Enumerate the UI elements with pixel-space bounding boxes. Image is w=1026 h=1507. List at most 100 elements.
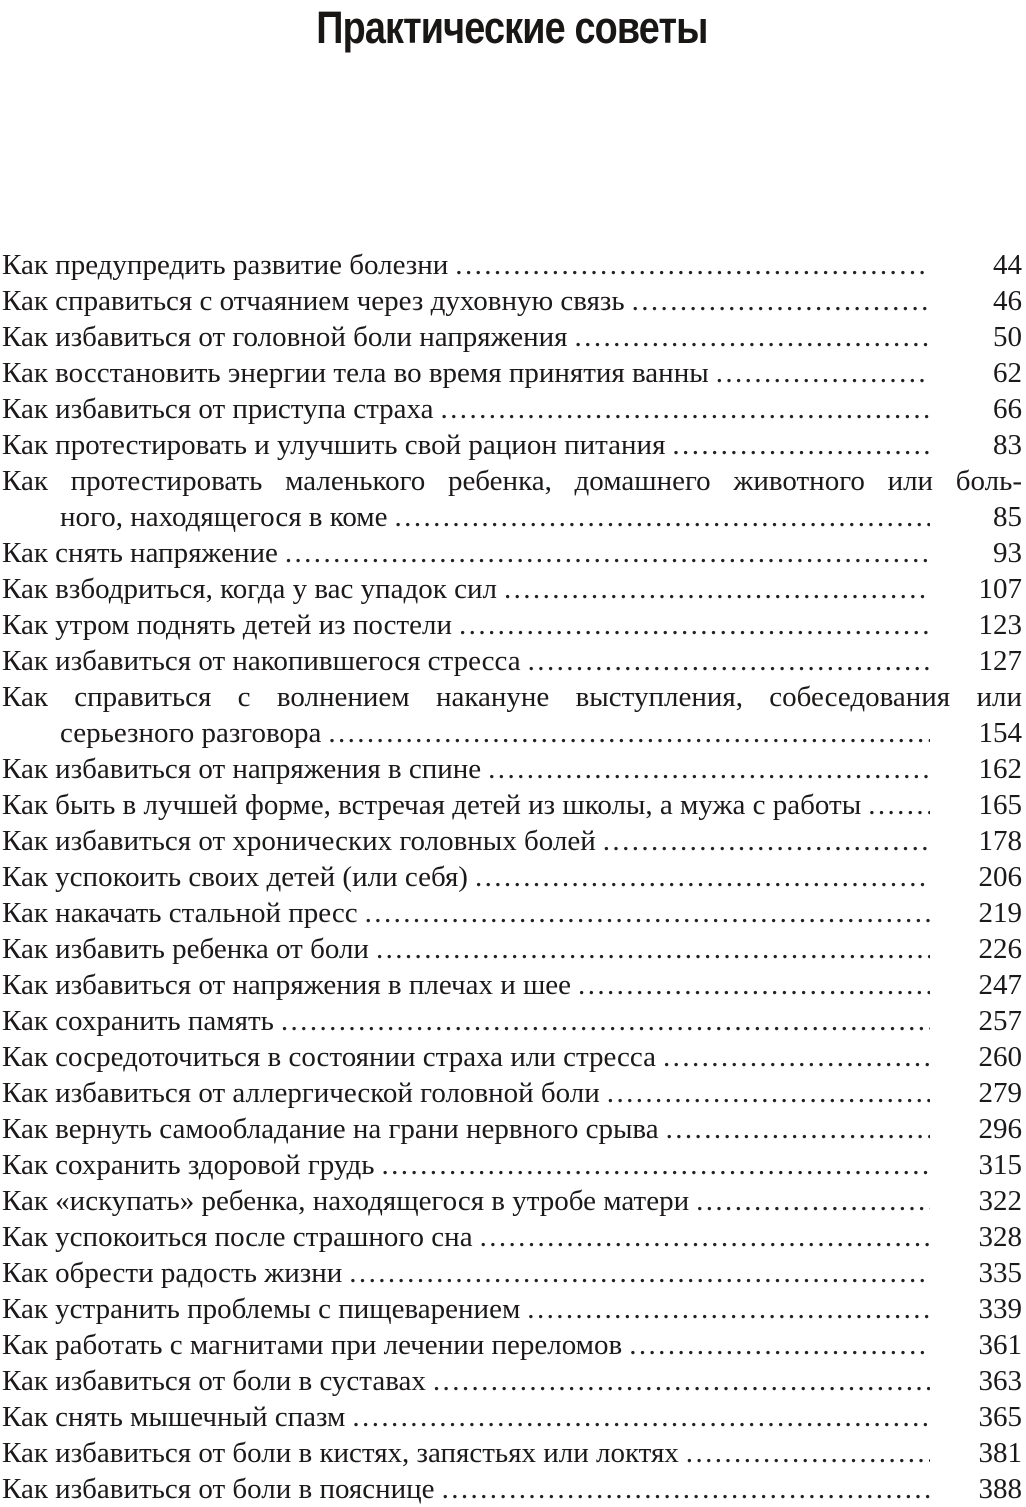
toc-page-number: 257	[978, 1005, 1023, 1037]
toc-leader-dots	[395, 499, 930, 535]
toc-row: Как избавиться от боли в суставах 363	[2, 1363, 1022, 1399]
title-row: Практические советы	[2, 2, 1022, 54]
toc-leader-dots	[285, 535, 930, 571]
toc-leader-dots	[442, 1471, 930, 1507]
toc-row: Как взбодриться, когда у вас упадок сил …	[2, 571, 1022, 607]
toc-list: Как предупредить развитие болезни 44 Как…	[2, 247, 1022, 1507]
toc-leader-dots	[868, 787, 930, 823]
toc-row: Как снять напряжение 93	[2, 535, 1022, 571]
toc-entry-text: Как предупредить развитие болезни	[2, 249, 449, 281]
toc-page-number: 178	[978, 825, 1023, 857]
toc-entry-text: Как сохранить память	[2, 1005, 274, 1037]
toc-leader-dots	[575, 319, 930, 355]
toc-leader-dots	[686, 1435, 930, 1471]
toc-row: Как избавиться от боли в кистях, запясть…	[2, 1435, 1022, 1471]
toc-row: Как сохранить здоровой грудь 315	[2, 1147, 1022, 1183]
toc-row: Как снять мышечный спазм 365	[2, 1399, 1022, 1435]
toc-page-number: 162	[978, 753, 1023, 785]
toc-entry-text: Как работать с магнитами при лечении пер…	[2, 1329, 623, 1361]
toc-entry-text: Как накачать стальной пресс	[2, 897, 358, 929]
toc-entry-text: Как восстановить энергии тела во время п…	[2, 357, 709, 389]
toc-page-number: 62	[993, 357, 1022, 389]
toc-leader-dots	[281, 1003, 930, 1039]
toc-entry-text: Как справиться с отчаянием через духовну…	[2, 285, 625, 317]
toc-entry-text: Как справиться с волнением накануне выст…	[2, 681, 1022, 713]
toc-leader-dots	[504, 571, 930, 607]
toc-page-number: 315	[978, 1149, 1023, 1181]
toc-page-number: 66	[993, 393, 1022, 425]
toc-row: Как успокоиться после страшного сна 328	[2, 1219, 1022, 1255]
toc-page-number: 339	[978, 1293, 1023, 1325]
toc-row: Как избавиться от приступа страха 66	[2, 391, 1022, 427]
toc-leader-dots	[607, 1075, 930, 1111]
toc-page-number: 219	[978, 897, 1023, 929]
toc-entry-text: Как избавиться от накопившегося стресса	[2, 645, 521, 677]
toc-row: Как сосредоточиться в состоянии страха и…	[2, 1039, 1022, 1075]
toc-row: Как восстановить энергии тела во время п…	[2, 355, 1022, 391]
toc-page-number: 361	[978, 1329, 1023, 1361]
toc-row: Как справиться с отчаянием через духовну…	[2, 283, 1022, 319]
toc-leader-dots	[328, 715, 930, 751]
toc-page-number: 44	[993, 249, 1022, 281]
toc-page-number: 50	[993, 321, 1022, 353]
toc-page-number: 381	[978, 1437, 1023, 1469]
toc-entry-text: Как избавиться от хронических головных б…	[2, 825, 596, 857]
toc-entry-text: Как снять напряжение	[2, 537, 278, 569]
toc-row: Как «искупать» ребенка, находящегося в у…	[2, 1183, 1022, 1219]
toc-page-number: 247	[978, 969, 1023, 1001]
toc-leader-dots	[527, 1291, 930, 1327]
toc-row: Как успокоить своих детей (или себя) 206	[2, 859, 1022, 895]
toc-leader-dots	[475, 859, 930, 895]
toc-entry-text: Как взбодриться, когда у вас упадок сил	[2, 573, 497, 605]
toc-entry-text: Как избавиться от приступа страха	[2, 393, 434, 425]
toc-entry-text: серьезного разговора	[60, 717, 322, 749]
toc-page-number: 83	[993, 429, 1022, 461]
toc-entry-text: ного, находящегося в коме	[60, 501, 388, 533]
toc-row: Как накачать стальной пресс 219	[2, 895, 1022, 931]
toc-row: Как протестировать маленького ребенка, д…	[2, 463, 1022, 499]
toc-page-number: 363	[978, 1365, 1023, 1397]
toc-entry-text: Как сохранить здоровой грудь	[2, 1149, 375, 1181]
toc-row: Как избавить ребенка от боли 226	[2, 931, 1022, 967]
toc-row: Как обрести радость жизни 335	[2, 1255, 1022, 1291]
toc-row: Как справиться с волнением накануне выст…	[2, 679, 1022, 715]
toc-page-number: 93	[993, 537, 1022, 569]
toc-leader-dots	[441, 391, 931, 427]
toc-leader-dots	[672, 427, 930, 463]
toc-page-number: 296	[978, 1113, 1023, 1145]
toc-entry-text: Как сосредоточиться в состоянии страха и…	[2, 1041, 657, 1073]
toc-row: Как работать с магнитами при лечении пер…	[2, 1327, 1022, 1363]
toc-row: Как сохранить память 257	[2, 1003, 1022, 1039]
toc-leader-dots	[629, 1327, 930, 1363]
toc-page-number: 127	[978, 645, 1023, 677]
toc-leader-dots	[382, 1147, 931, 1183]
toc-entry-text: Как избавиться от боли в кистях, запясть…	[2, 1437, 679, 1469]
toc-entry-text: Как устранить проблемы с пищеварением	[2, 1293, 521, 1325]
toc-entry-text: Как избавиться от головной боли напряжен…	[2, 321, 568, 353]
toc-row: Как избавиться от хронических головных б…	[2, 823, 1022, 859]
toc-leader-dots	[376, 931, 930, 967]
toc-page-number: 46	[993, 285, 1022, 317]
toc-page-number: 335	[978, 1257, 1023, 1289]
toc-entry-text: Как избавиться от напряжения в плечах и …	[2, 969, 572, 1001]
toc-entry-text: Как успокоиться после страшного сна	[2, 1221, 473, 1253]
toc-leader-dots	[528, 643, 930, 679]
toc-page-number: 165	[978, 789, 1023, 821]
toc-page-number: 226	[978, 933, 1023, 965]
toc-leader-dots	[666, 1111, 930, 1147]
toc-page-number: 322	[978, 1185, 1023, 1217]
toc-entry-text: Как избавить ребенка от боли	[2, 933, 369, 965]
toc-entry-text: Как обрести радость жизни	[2, 1257, 343, 1289]
toc-leader-dots	[365, 895, 930, 931]
toc-row: серьезного разговора 154	[2, 715, 1022, 751]
toc-row: Как избавиться от головной боли напряжен…	[2, 319, 1022, 355]
toc-entry-text: Как «искупать» ребенка, находящегося в у…	[2, 1185, 690, 1217]
toc-page-number: 328	[978, 1221, 1023, 1253]
toc-row: Как предупредить развитие болезни 44	[2, 247, 1022, 283]
toc-leader-dots	[455, 247, 930, 283]
toc-leader-dots	[696, 1183, 930, 1219]
toc-entry-text: Как избавиться от напряжения в спине	[2, 753, 482, 785]
toc-row: Как избавиться от накопившегося стресса …	[2, 643, 1022, 679]
toc-entry-text: Как протестировать и улучшить свой рацио…	[2, 429, 666, 461]
